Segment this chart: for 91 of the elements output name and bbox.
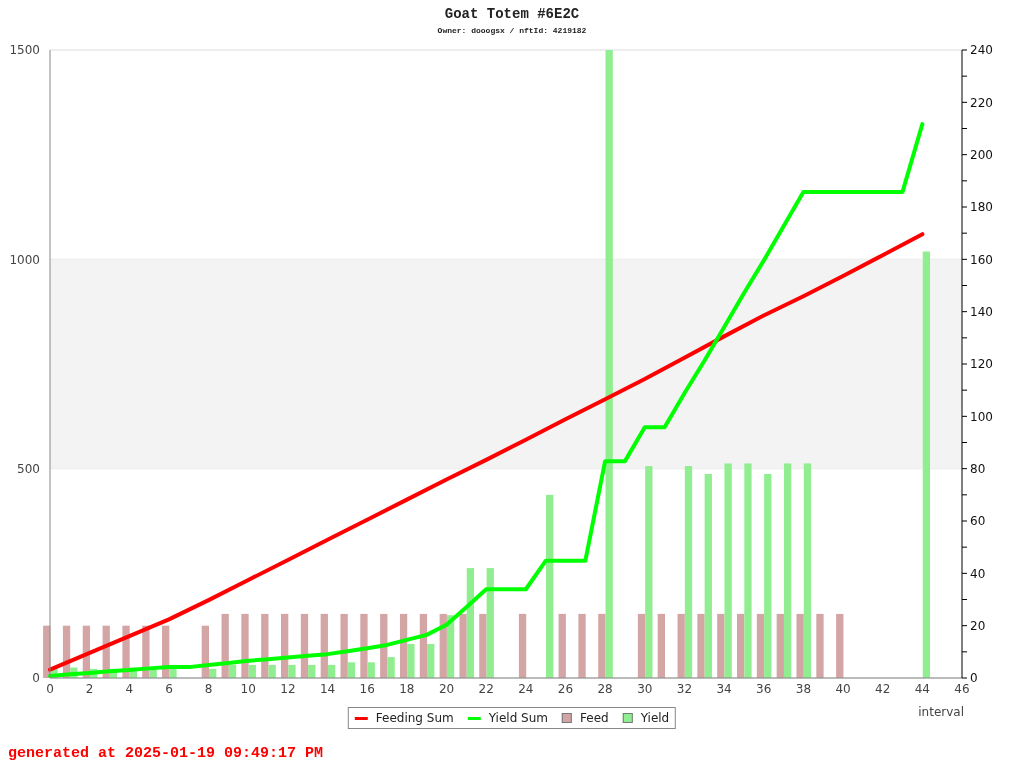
- y2-tick-label: 240: [970, 43, 993, 58]
- x-tick-label: 34: [716, 681, 732, 696]
- x-tick-label: 24: [518, 681, 534, 696]
- bar: [268, 664, 276, 678]
- bar: [288, 664, 296, 678]
- bar: [922, 251, 931, 678]
- y2-tick-label: 180: [970, 200, 993, 215]
- x-tick-label: 18: [399, 681, 415, 696]
- x-tick-label: 26: [557, 681, 574, 696]
- y-tick-label: 500: [17, 461, 40, 476]
- y-tick-label: 1000: [9, 252, 40, 267]
- bar: [796, 613, 804, 678]
- x-tick-label: 28: [597, 681, 613, 696]
- bar: [558, 613, 566, 678]
- bar: [724, 463, 732, 678]
- legend-label: Yield Sum: [488, 711, 548, 725]
- x-tick-label: 32: [676, 681, 693, 696]
- bar: [546, 494, 554, 678]
- bar: [427, 643, 435, 678]
- x-tick-label: 14: [319, 681, 336, 696]
- x-tick-label: 6: [165, 681, 173, 696]
- x-tick-label: 16: [359, 681, 375, 696]
- bar: [340, 613, 348, 678]
- x-tick-label: 20: [438, 681, 455, 696]
- bar: [744, 463, 752, 678]
- chart-subtitle: Owner: dooogsx / nftId: 4219182: [436, 26, 588, 35]
- chart-title: Goat Totem #6E2C: [443, 6, 581, 22]
- line-series: [48, 122, 925, 678]
- x-tick-label: 40: [835, 681, 851, 696]
- x-tick-label: 2: [85, 681, 94, 696]
- bar: [657, 613, 665, 678]
- bar: [486, 568, 494, 678]
- bar: [387, 657, 395, 678]
- bar: [737, 613, 745, 678]
- bar: [518, 613, 527, 678]
- legend-label: Feed: [580, 711, 609, 725]
- x-tick-label: 10: [240, 681, 256, 696]
- y2-tick-label: 80: [970, 461, 986, 476]
- x-tick-label: 38: [795, 681, 812, 696]
- bar: [360, 613, 368, 678]
- bar: [479, 613, 487, 678]
- bar: [776, 613, 784, 678]
- y2-tick-label: 160: [970, 252, 993, 267]
- bar: [578, 613, 586, 678]
- bar: [783, 463, 792, 678]
- y2-tick-label: 220: [970, 95, 993, 110]
- bar: [704, 473, 712, 678]
- text: generated at 2025-01-19 09:49:17 PM: [8, 745, 324, 762]
- x-axis-title: interval: [918, 705, 964, 719]
- bar: [756, 613, 765, 678]
- x-tick-label: 22: [478, 681, 494, 696]
- bar: [637, 613, 646, 678]
- bar: [598, 613, 606, 678]
- bar: [367, 662, 375, 678]
- y2-tick-label: 140: [970, 304, 993, 319]
- bar: [605, 50, 613, 678]
- y2-tick-label: 0: [970, 671, 978, 686]
- x-tick-label: 30: [637, 681, 653, 696]
- y2-tick-label: 60: [970, 514, 986, 529]
- bar: [764, 473, 772, 678]
- y2-tick-label: 200: [970, 147, 993, 162]
- x-tick-label: 0: [46, 681, 54, 696]
- x-tick-label: 4: [125, 681, 134, 696]
- x-tick-label: 8: [204, 681, 213, 696]
- bar: [241, 613, 249, 678]
- legend-label: Yield: [640, 711, 670, 725]
- bar: [645, 466, 653, 678]
- bar: [677, 613, 685, 678]
- x-tick-label: 42: [875, 681, 891, 696]
- legend-label: Feeding Sum: [375, 711, 454, 725]
- y2-tick-label: 120: [970, 357, 993, 372]
- bar: [717, 613, 725, 678]
- bar: [803, 463, 812, 678]
- bar: [459, 613, 467, 678]
- bar: [466, 568, 475, 678]
- bar: [684, 466, 693, 678]
- bar: [407, 643, 415, 678]
- bar: [347, 662, 356, 678]
- x-tick-label: 44: [914, 681, 930, 696]
- bar: [836, 613, 844, 678]
- y2-tick-label: 20: [970, 618, 986, 633]
- y-tick-label: 1500: [9, 43, 40, 58]
- x-tick-label: 36: [756, 681, 772, 696]
- x-tick-label: 46: [954, 681, 970, 696]
- y2-tick-label: 100: [970, 409, 993, 424]
- line-series: [48, 232, 925, 672]
- bar: [816, 613, 824, 678]
- y2-tick-label: 40: [970, 566, 986, 581]
- y-tick-label: 0: [32, 671, 40, 686]
- x-tick-label: 12: [280, 681, 296, 696]
- bar: [697, 613, 705, 678]
